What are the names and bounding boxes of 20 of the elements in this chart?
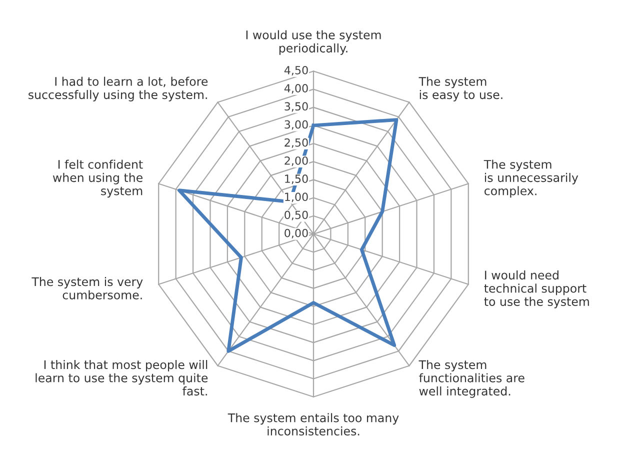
spoke-label: The system is easy to use. bbox=[418, 76, 502, 102]
spoke-label: The system entails too many inconsistencies. bbox=[228, 413, 399, 436]
y-tick-label: 1,50 bbox=[285, 174, 308, 184]
spoke-label: I think that most people will learn to use the system quite fast. bbox=[36, 360, 208, 396]
y-tick-label: 1,00 bbox=[285, 192, 308, 202]
y-tick-label: 3,00 bbox=[284, 120, 308, 130]
y-tick-label: 0,00 bbox=[284, 228, 308, 238]
spoke-label: I would use the system periodically. bbox=[246, 30, 381, 55]
y-tick-label: 0,50 bbox=[284, 210, 308, 220]
spoke-label: I had to learn a lot, before successfully using the system. bbox=[28, 76, 208, 102]
spoke-label: I would need technical support to use the system bbox=[484, 270, 589, 308]
spoke-label: The system is very cumbersome. bbox=[32, 277, 143, 300]
y-tick-label: 2,50 bbox=[284, 138, 308, 148]
y-tick-label: 3,50 bbox=[284, 102, 308, 112]
spoke-label: I felt confident when using the system bbox=[52, 160, 143, 198]
y-tick-label: 2,00 bbox=[284, 156, 308, 166]
y-tick-label: 4,50 bbox=[284, 66, 308, 76]
spoke-label: The system is unnecessarily complex. bbox=[484, 160, 578, 198]
spoke-label: The system functionalities are well integrated. bbox=[418, 360, 524, 398]
y-tick-label: 4,00 bbox=[284, 84, 308, 94]
